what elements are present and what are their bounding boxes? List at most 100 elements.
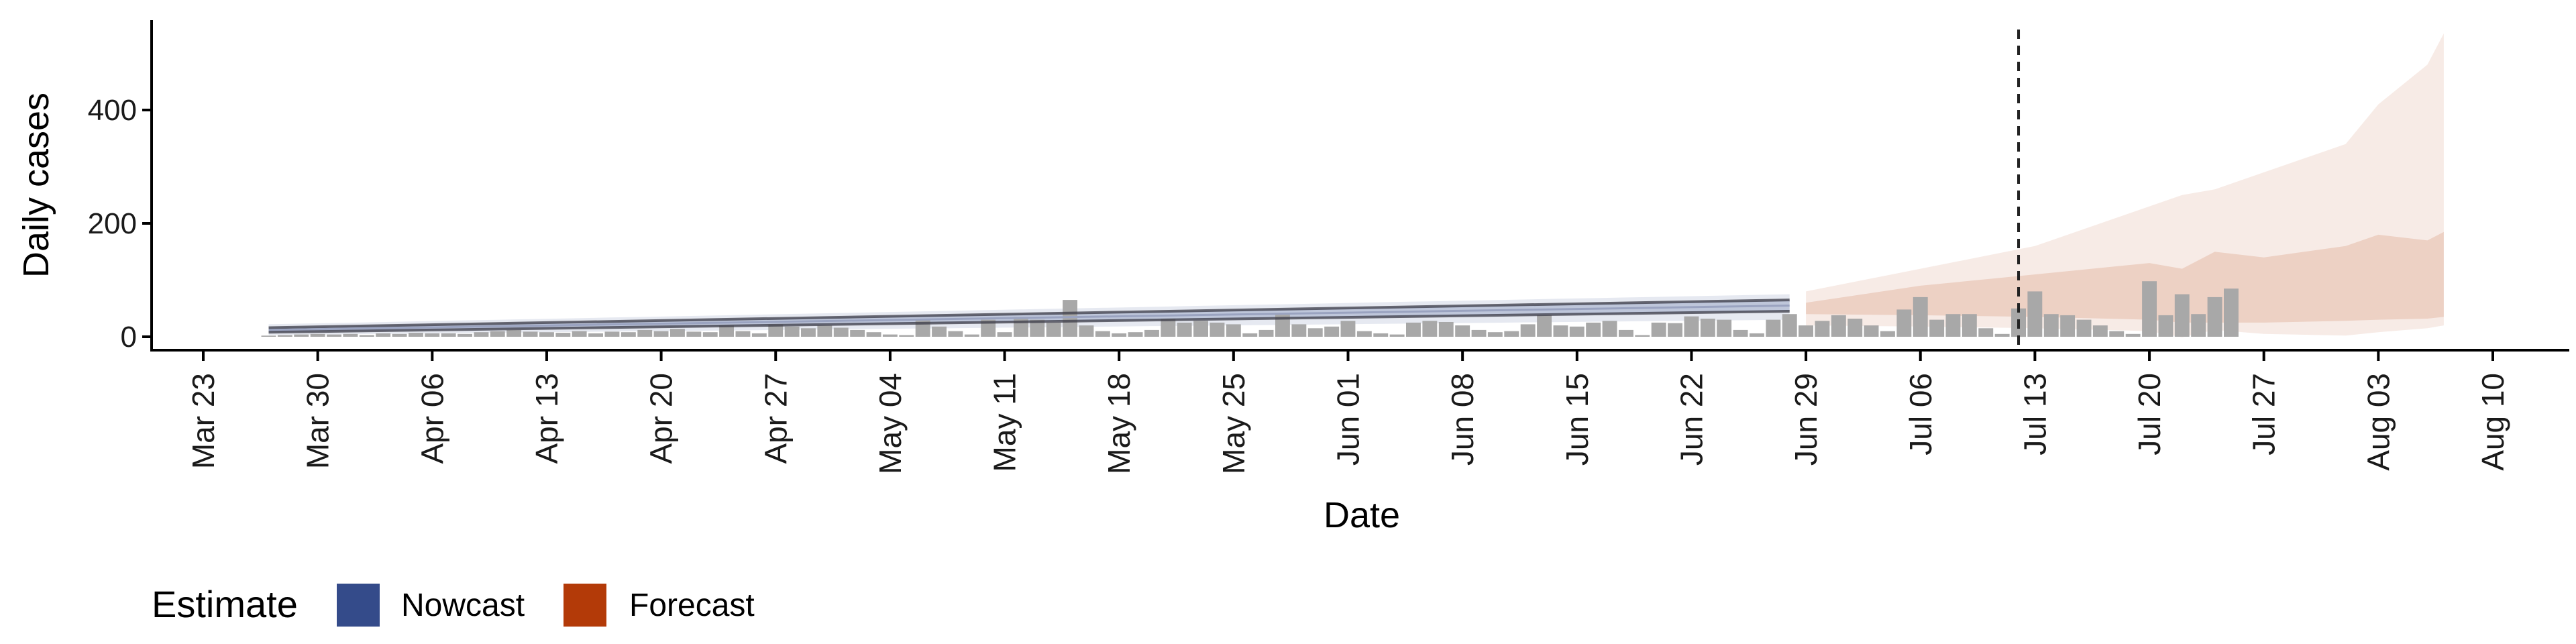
bar — [441, 333, 456, 337]
bar — [1864, 325, 1879, 337]
bar — [294, 334, 309, 337]
legend-swatch-nowcast — [337, 584, 380, 627]
x-tick-label: Jul 20 — [2132, 373, 2167, 455]
bar — [1487, 332, 1503, 337]
bar — [1128, 332, 1143, 337]
bar — [1586, 322, 1601, 337]
bar — [702, 332, 718, 337]
bar — [932, 326, 947, 337]
x-tick-label: Apr 27 — [758, 373, 793, 464]
bar — [784, 326, 800, 337]
bar — [1258, 329, 1274, 337]
bar — [670, 329, 685, 337]
y-tick-label: 0 — [121, 321, 137, 354]
x-tick-label: Jun 29 — [1788, 373, 1823, 466]
bar — [1782, 314, 1797, 337]
bar — [948, 331, 963, 337]
bar — [1356, 331, 1372, 337]
bar — [1210, 322, 1225, 337]
bar — [1700, 319, 1715, 337]
bar — [1406, 322, 1421, 337]
x-tick-label: May 18 — [1102, 373, 1136, 474]
bar — [637, 329, 653, 337]
bar — [1619, 329, 1633, 337]
bar — [277, 335, 292, 337]
bar — [506, 329, 522, 337]
x-tick-label: Aug 03 — [2361, 373, 2396, 471]
bar — [1962, 314, 1977, 337]
x-tick-label: May 25 — [1216, 373, 1251, 474]
bar — [1520, 324, 1536, 337]
bar — [2076, 319, 2092, 337]
nowcast-lines — [268, 299, 1790, 334]
bar — [604, 331, 620, 337]
forecast-inner-band — [1806, 231, 2444, 323]
bar — [2191, 314, 2206, 337]
bar — [1193, 321, 1208, 337]
bar — [474, 332, 489, 337]
bar — [1324, 326, 1340, 337]
bar — [1831, 315, 1846, 337]
x-tick-label: Apr 20 — [644, 373, 679, 464]
bar — [1815, 321, 1830, 337]
bar — [572, 331, 587, 337]
x-tick-label: Jul 06 — [1903, 373, 1938, 455]
y-axis-ticks: 0 200 400 — [88, 94, 152, 354]
bar — [1014, 317, 1028, 337]
bar — [1733, 329, 1748, 337]
bar — [588, 333, 603, 337]
bar — [2027, 291, 2043, 337]
x-tick-label: Jun 15 — [1560, 373, 1595, 466]
bar — [801, 328, 816, 337]
x-tick-label: Mar 30 — [301, 373, 335, 469]
bar — [899, 335, 914, 337]
bar — [2125, 333, 2141, 337]
legend-label-forecast: Forecast — [629, 588, 755, 623]
bar — [523, 331, 538, 337]
bar — [915, 319, 930, 337]
bar — [392, 333, 407, 337]
x-tick-label: Aug 10 — [2475, 373, 2510, 471]
bar — [2174, 294, 2190, 337]
bar — [1095, 331, 1110, 337]
bar — [1389, 334, 1405, 337]
bar — [1112, 333, 1127, 337]
bar — [2043, 314, 2059, 337]
nowcast-median-line — [268, 305, 1790, 331]
y-axis-title: Daily cases — [16, 93, 56, 278]
x-tick-label: Jun 01 — [1331, 373, 1366, 466]
bar — [850, 329, 865, 337]
x-axis-title: Date — [1324, 495, 1400, 535]
bar — [261, 335, 276, 337]
bar — [343, 333, 358, 337]
bar — [1373, 333, 1389, 337]
bar — [653, 331, 669, 337]
bar — [768, 324, 784, 337]
y-tick-label: 200 — [88, 207, 137, 240]
bar — [1471, 329, 1487, 337]
bar — [719, 325, 734, 337]
bar — [2109, 331, 2125, 337]
bar — [1537, 315, 1552, 337]
bar — [1275, 313, 1290, 337]
bar — [1079, 325, 1094, 337]
bar — [1553, 325, 1568, 337]
bar — [1929, 319, 1945, 337]
bar — [1684, 316, 1699, 337]
x-tick-label: May 11 — [987, 373, 1022, 472]
bar — [458, 333, 472, 337]
nowcast-lower-line — [268, 310, 1790, 334]
bar — [1994, 333, 2010, 337]
bar — [1307, 328, 1323, 337]
bar — [1896, 309, 1912, 337]
bar — [327, 334, 341, 337]
bar — [1177, 322, 1192, 337]
bar — [1717, 319, 1732, 337]
bar — [1766, 319, 1781, 337]
bar — [1422, 321, 1438, 337]
x-tick-label: Apr 13 — [529, 373, 564, 464]
bar — [2158, 315, 2174, 337]
x-tick-label: Jun 08 — [1445, 373, 1480, 466]
bar — [964, 334, 979, 337]
